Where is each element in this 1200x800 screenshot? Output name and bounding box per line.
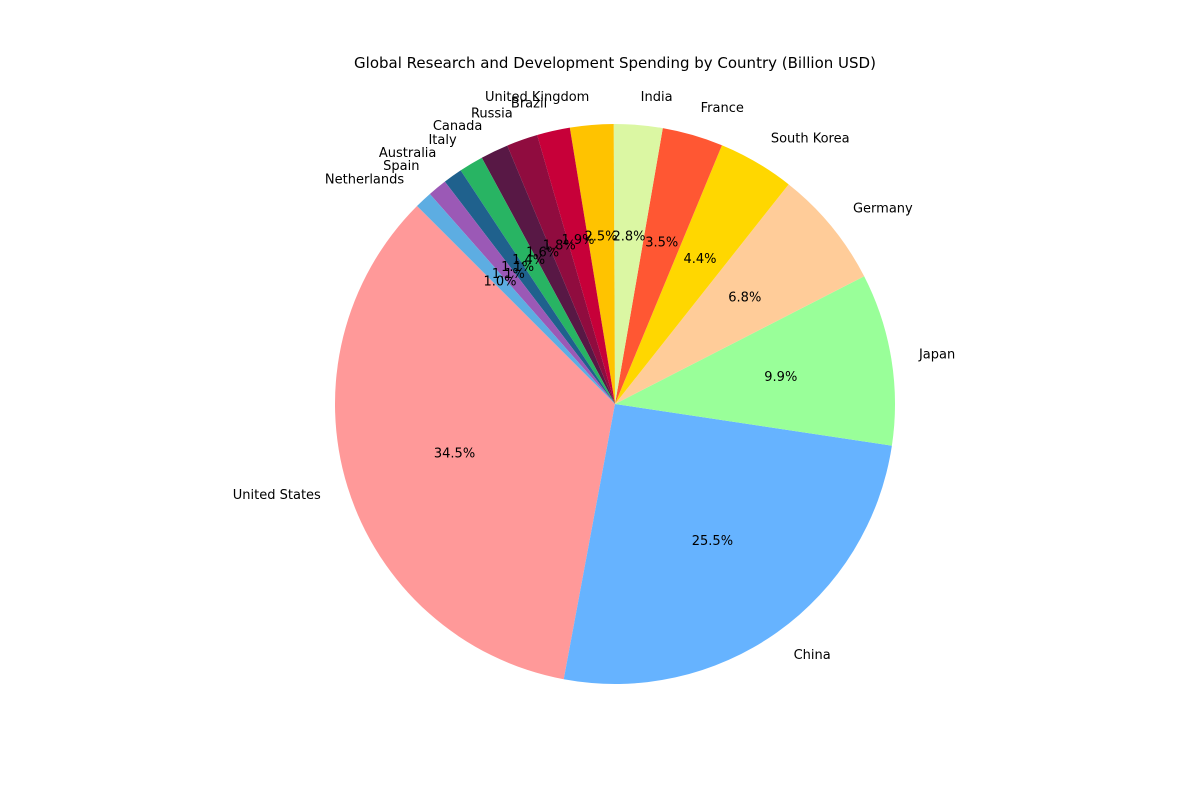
slice-label: South Korea xyxy=(771,131,850,146)
pie-slice xyxy=(613,124,663,404)
slice-label: Russia xyxy=(471,106,513,121)
slice-percent: 1.9% xyxy=(562,233,595,248)
pie-slice xyxy=(615,184,865,404)
slice-percent: 3.5% xyxy=(645,236,678,251)
slice-percent: 6.8% xyxy=(728,290,761,305)
slice-percent: 2.5% xyxy=(584,230,617,245)
slice-percent: 1.0% xyxy=(483,275,516,290)
slice-label: Australia xyxy=(379,146,437,161)
pie-slice xyxy=(429,181,615,404)
pie-labels: United States 34.5% China 25.5% Japan 9.9% Ger… xyxy=(233,90,955,663)
slice-label: Japan xyxy=(918,347,955,362)
slice-label: Canada xyxy=(433,119,482,134)
pie-slice xyxy=(569,124,615,405)
slice-label: Italy xyxy=(428,133,457,148)
pie-slice xyxy=(417,193,615,404)
slice-label: Netherlands xyxy=(325,172,404,187)
pie-slice xyxy=(460,157,615,404)
slice-percent: 1.6% xyxy=(526,245,559,260)
slice-label: India xyxy=(641,90,673,105)
slice-label: Spain xyxy=(383,159,419,174)
pie-slice xyxy=(444,170,615,404)
pie-slice xyxy=(335,206,615,680)
slice-percent: 1.1% xyxy=(492,267,525,282)
pie-slice xyxy=(507,135,615,404)
slice-percent: 4.4% xyxy=(683,252,716,267)
slice-label: United States xyxy=(233,488,321,503)
chart-title: Global Research and Development Spending… xyxy=(354,54,876,72)
pie-slices xyxy=(335,124,895,684)
slice-label: Germany xyxy=(853,201,913,216)
pie-slice xyxy=(563,404,892,684)
slice-label: China xyxy=(794,648,831,663)
slice-percent: 2.8% xyxy=(612,230,645,245)
pie-slice xyxy=(615,128,722,405)
slice-percent: 9.9% xyxy=(764,370,797,385)
slice-label: United Kingdom xyxy=(485,90,589,105)
slice-percent: 34.5% xyxy=(434,447,475,462)
slice-percent: 25.5% xyxy=(692,534,733,549)
pie-slice xyxy=(615,276,895,446)
pie-slice xyxy=(615,145,789,404)
slice-label: France xyxy=(701,101,744,116)
slice-label: Brazil xyxy=(511,97,547,112)
slice-percent: 1.1% xyxy=(501,260,534,275)
slice-percent: 1.8% xyxy=(543,239,576,254)
pie-slice xyxy=(481,145,615,404)
pie-slice xyxy=(537,127,615,404)
slice-percent: 1.4% xyxy=(512,253,545,268)
